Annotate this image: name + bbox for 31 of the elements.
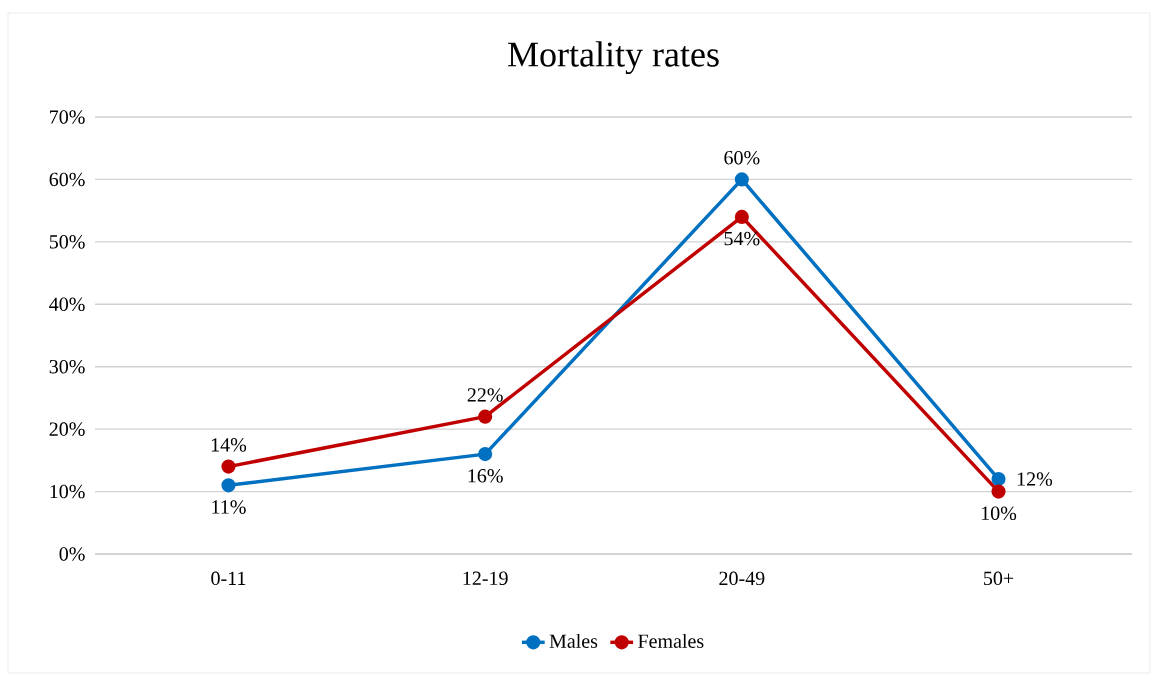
point — [478, 447, 493, 462]
y-tick-label: 40% — [49, 297, 85, 312]
point — [991, 484, 1006, 499]
point — [221, 459, 236, 474]
data-label: 10% — [981, 506, 1017, 521]
y-tick-label: 70% — [50, 110, 85, 124]
point — [734, 172, 749, 187]
y-tick-label: 10% — [50, 484, 85, 499]
y-tick-label: 20% — [49, 422, 85, 436]
x-tick-label: 0-11 — [211, 571, 246, 586]
point — [991, 472, 1006, 487]
chart-title: Mortality rates — [508, 41, 719, 75]
data-label: 12% — [1017, 472, 1053, 486]
y-tick-label: 50% — [49, 235, 85, 249]
data-label: 60% — [724, 150, 760, 165]
legend-label: Females — [638, 633, 704, 648]
point — [734, 209, 749, 224]
data-label: 14% — [211, 438, 247, 452]
y-tick-label: 0% — [59, 547, 85, 561]
legend-label: Males — [549, 633, 598, 648]
point — [221, 478, 236, 493]
y-tick-label: 60% — [49, 172, 85, 187]
data-label: 22% — [467, 388, 503, 402]
point — [478, 409, 493, 424]
x-tick-label: 20-49 — [719, 571, 765, 586]
y-tick-label: 30% — [49, 359, 85, 374]
data-label: 54% — [724, 231, 760, 246]
x-tick-label: 50+ — [984, 571, 1014, 586]
data-label: 16% — [468, 469, 503, 483]
data-label: 11% — [212, 500, 246, 514]
x-tick-label: 12-19 — [463, 571, 508, 586]
